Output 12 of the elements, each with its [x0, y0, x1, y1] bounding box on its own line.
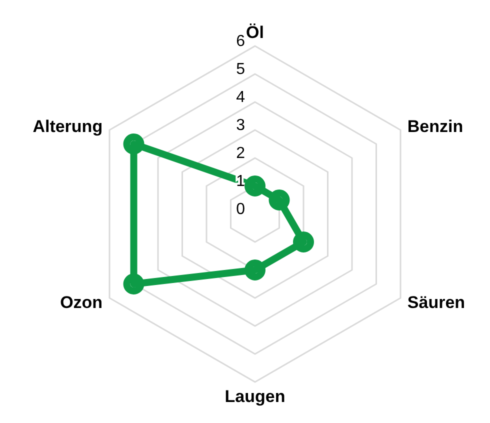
y-tick-label: 4	[236, 89, 246, 106]
spoke-label: Öl	[246, 23, 264, 42]
spoke-label: Laugen	[224, 387, 286, 406]
y-tick-label: 6	[236, 33, 246, 50]
y-tick-label: 0	[236, 201, 246, 218]
y-tick-label: 3	[236, 117, 246, 134]
y-tick-label: 5	[236, 61, 246, 78]
spoke-label: Ozon	[60, 293, 103, 312]
spoke-label: Säuren	[407, 293, 466, 312]
y-tick-label: 2	[236, 145, 246, 162]
spoke-label: Alterung	[32, 117, 103, 136]
spoke-label: Benzin	[407, 117, 464, 136]
